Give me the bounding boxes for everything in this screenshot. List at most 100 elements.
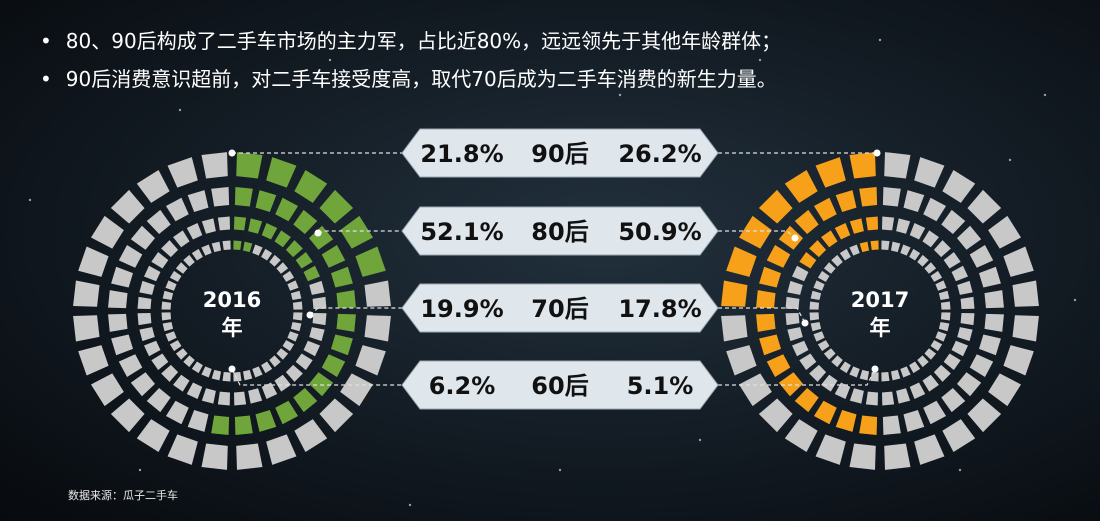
segment — [137, 296, 152, 310]
connector-right-1 — [718, 230, 796, 239]
segment — [261, 223, 278, 240]
segment — [110, 189, 145, 224]
segment — [813, 197, 837, 222]
ring-2017-90后 — [721, 152, 1039, 470]
segment — [340, 215, 374, 249]
label-box-2 — [401, 283, 719, 333]
segment — [967, 398, 1002, 433]
segment — [881, 240, 890, 251]
segment — [78, 246, 109, 277]
segment — [859, 241, 870, 253]
segment — [787, 280, 803, 295]
segment — [859, 187, 878, 207]
segment — [799, 353, 817, 370]
segment — [815, 434, 846, 465]
segment — [211, 415, 230, 435]
segment — [787, 327, 803, 342]
segment — [290, 321, 302, 332]
segment — [144, 265, 161, 282]
segment — [175, 348, 188, 360]
segment — [274, 374, 291, 392]
category-label-2: 70后 — [531, 295, 588, 323]
segment — [234, 187, 253, 207]
segment — [815, 157, 846, 188]
segment — [813, 400, 837, 425]
segment — [766, 354, 791, 378]
segment — [234, 415, 253, 435]
segment — [882, 187, 901, 207]
segment — [984, 313, 1004, 332]
segment — [139, 280, 155, 295]
value-2016-2: 19.9% — [420, 295, 503, 323]
segment — [167, 434, 198, 465]
segment — [217, 216, 231, 231]
segment — [957, 327, 973, 342]
segment — [956, 225, 982, 250]
center-label-1-1: 年 — [870, 316, 891, 340]
ring-2017-70后 — [785, 216, 975, 406]
segment — [108, 313, 128, 332]
segment — [294, 169, 328, 203]
segment — [233, 391, 247, 406]
segment — [355, 345, 386, 376]
dot-left-2 — [306, 311, 314, 319]
segment — [191, 361, 203, 374]
segment — [340, 373, 374, 407]
segment — [884, 443, 911, 470]
segment — [960, 312, 975, 326]
segment — [309, 280, 325, 295]
dot-right-1 — [791, 234, 799, 242]
segment — [917, 254, 929, 267]
segment — [90, 373, 124, 407]
segment — [167, 157, 198, 188]
segment — [139, 327, 155, 342]
segment — [835, 410, 857, 432]
segment — [813, 280, 825, 291]
segment — [896, 218, 911, 234]
connector-left-3 — [231, 368, 402, 386]
bullet-2: 90后消费意识超前，对二手车接受度高，取代70后成为二手车消费的新生力量。 — [40, 60, 781, 98]
segment — [312, 312, 327, 326]
segment — [211, 241, 222, 253]
value-2016-3: 6.2% — [429, 372, 496, 400]
segment — [979, 334, 1001, 356]
segment — [831, 355, 843, 368]
segment — [161, 301, 172, 310]
star-11 — [138, 468, 142, 472]
segment — [988, 373, 1022, 407]
segment — [255, 190, 277, 212]
segment — [274, 230, 291, 248]
segment — [835, 190, 857, 212]
segment — [321, 354, 346, 378]
segment — [935, 280, 947, 291]
segment — [162, 321, 174, 332]
star-12 — [878, 38, 882, 42]
segment — [269, 254, 281, 267]
star-4 — [758, 58, 762, 62]
segment — [940, 301, 951, 310]
segment — [1012, 315, 1039, 342]
segment — [282, 270, 295, 282]
segment — [118, 354, 143, 378]
segment — [849, 366, 860, 378]
segment — [261, 248, 273, 261]
segment — [331, 334, 353, 356]
segment — [979, 266, 1001, 288]
segment — [248, 388, 263, 404]
label-box-1 — [401, 206, 719, 256]
segment — [144, 340, 161, 357]
segment — [293, 209, 318, 235]
segment — [849, 244, 860, 256]
category-label-0: 90后 — [531, 140, 588, 168]
segment — [269, 355, 281, 368]
segment — [295, 353, 313, 370]
segment — [146, 209, 171, 235]
segment — [859, 369, 870, 381]
segment — [266, 434, 297, 465]
segment — [312, 296, 327, 310]
segment — [1003, 345, 1034, 376]
segment — [923, 197, 947, 222]
segment — [187, 190, 209, 212]
segment — [136, 169, 170, 203]
segment — [151, 353, 169, 370]
